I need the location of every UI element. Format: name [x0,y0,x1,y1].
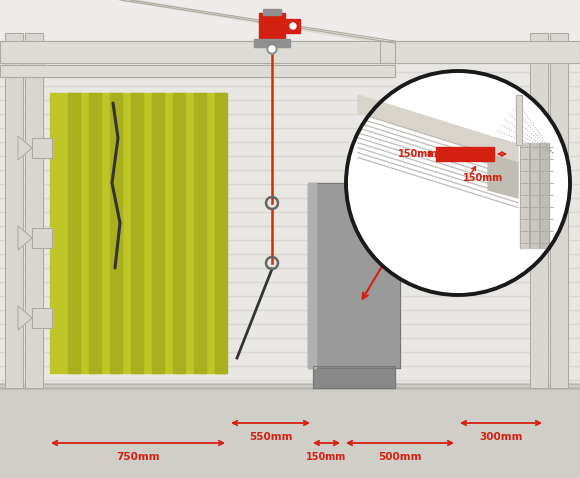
Bar [259,13,285,43]
Polygon shape [18,136,32,160]
Bar [308,183,400,368]
Bar [222,93,225,373]
Bar [0,41,395,63]
Bar [32,228,52,248]
Bar [89,93,101,373]
Bar [110,93,122,373]
Bar [32,308,52,328]
Circle shape [290,23,296,29]
Bar [68,93,80,373]
Circle shape [269,46,275,52]
Text: 150mm: 150mm [306,452,347,462]
Bar [530,33,548,388]
Bar [32,138,52,158]
Bar [173,93,185,373]
Bar [380,41,580,63]
Bar [5,33,23,388]
Circle shape [267,44,277,54]
Bar [32,308,52,328]
Text: 150mm: 150mm [398,149,438,159]
Bar [263,9,281,15]
Bar [516,95,522,145]
Bar [550,33,568,388]
Polygon shape [488,155,518,198]
Bar [530,143,539,248]
Bar [380,41,580,63]
Bar [0,43,580,388]
Bar [194,93,206,373]
Circle shape [346,71,570,295]
Bar [25,33,43,388]
Bar [313,366,395,388]
Bar [0,65,395,77]
Bar [436,147,494,161]
Bar [313,366,395,388]
Polygon shape [358,95,518,163]
Bar [0,41,395,63]
Bar [286,19,300,33]
Bar [550,33,568,388]
Text: 150mm: 150mm [463,173,503,183]
Text: 300mm: 300mm [479,432,523,442]
Bar [308,183,400,368]
Bar [0,383,580,478]
Bar [516,95,522,145]
Polygon shape [18,306,32,330]
Text: 750mm: 750mm [116,452,160,462]
Bar [152,93,164,373]
Bar [25,33,43,388]
Bar [131,93,143,373]
Bar [5,33,23,388]
Polygon shape [18,226,32,250]
Bar [520,143,529,248]
Bar [32,228,52,248]
Bar [308,183,316,368]
Polygon shape [120,0,395,43]
Bar [0,65,395,77]
Bar [540,143,549,248]
Bar [530,33,548,388]
Bar [254,39,290,47]
Text: 500mm: 500mm [378,452,422,462]
Bar [32,138,52,158]
Bar [50,93,225,373]
Text: 550mm: 550mm [249,432,292,442]
Bar [215,93,227,373]
